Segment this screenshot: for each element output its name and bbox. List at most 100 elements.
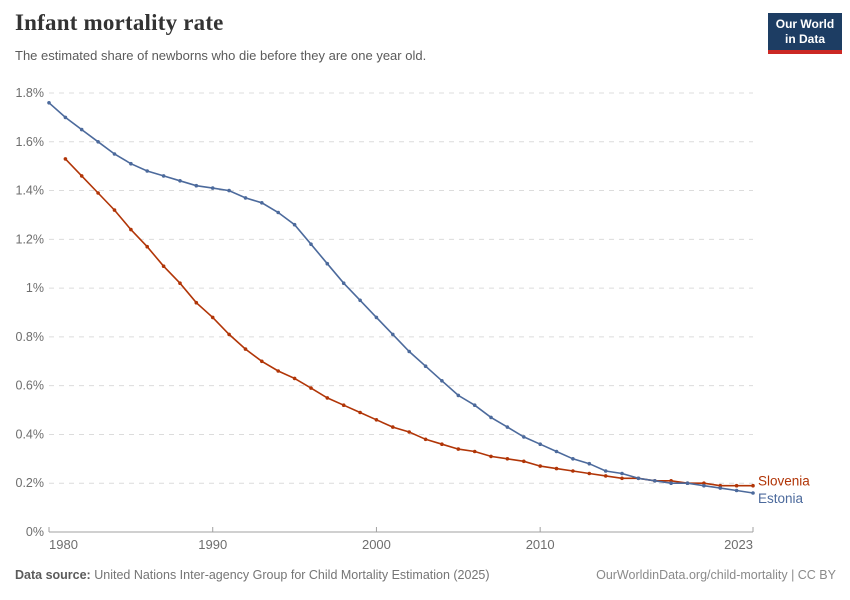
series-label-slovenia: Slovenia	[758, 474, 810, 489]
data-point-slovenia	[243, 347, 248, 351]
data-point-slovenia	[63, 157, 68, 161]
data-point-slovenia	[407, 430, 412, 434]
data-point-slovenia	[505, 457, 510, 461]
data-point-estonia	[456, 393, 461, 398]
data-point-slovenia	[309, 386, 313, 390]
data-point-estonia	[243, 196, 248, 200]
data-point-estonia	[129, 161, 133, 166]
data-point-estonia	[325, 261, 330, 266]
data-point-estonia	[440, 379, 444, 383]
data-point-estonia	[407, 349, 412, 354]
data-point-estonia	[391, 332, 395, 337]
y-tick-label: 1%	[26, 281, 44, 295]
footer-link[interactable]: OurWorldinData.org/child-mortality | CC …	[596, 568, 836, 582]
logo-text-line2: in Data	[784, 32, 825, 46]
data-point-estonia	[538, 442, 542, 447]
data-point-estonia	[522, 435, 526, 439]
data-point-estonia	[734, 488, 739, 493]
data-point-slovenia	[603, 474, 608, 478]
x-tick-label: 1980	[49, 537, 78, 552]
data-point-slovenia	[227, 332, 231, 337]
data-point-estonia	[145, 169, 149, 173]
data-point-estonia	[489, 415, 493, 420]
y-tick-label: 1.2%	[16, 232, 45, 246]
x-tick-label: 2010	[526, 537, 555, 552]
data-point-slovenia	[341, 403, 346, 408]
data-point-estonia	[178, 179, 182, 183]
data-source-text: United Nations Inter-agency Group for Ch…	[94, 568, 490, 582]
data-point-estonia	[309, 242, 313, 246]
y-tick-label: 0.4%	[16, 427, 45, 441]
data-point-slovenia	[96, 191, 100, 195]
data-point-estonia	[47, 101, 51, 105]
data-point-slovenia	[620, 476, 624, 481]
data-point-estonia	[423, 364, 428, 369]
chart-subtitle: The estimated share of newborns who die …	[15, 48, 427, 63]
data-point-slovenia	[374, 418, 379, 422]
data-point-slovenia	[440, 442, 444, 447]
data-point-estonia	[79, 127, 84, 132]
data-point-slovenia	[554, 466, 559, 471]
data-point-slovenia	[145, 244, 149, 249]
y-tick-label: 1.8%	[16, 86, 45, 100]
y-tick-label: 0%	[26, 525, 44, 539]
data-point-slovenia	[325, 396, 330, 400]
owid-logo: Our World in Data	[768, 13, 842, 54]
data-point-estonia	[571, 457, 575, 461]
data-point-estonia	[620, 471, 624, 476]
data-point-slovenia	[587, 471, 592, 476]
data-point-estonia	[653, 479, 657, 483]
data-point-slovenia	[391, 425, 395, 429]
data-point-estonia	[341, 281, 346, 286]
data-point-estonia	[63, 115, 68, 120]
data-point-estonia	[603, 469, 608, 473]
series-line-slovenia	[64, 158, 753, 487]
y-tick-label: 0.6%	[16, 379, 45, 393]
data-point-slovenia	[489, 454, 493, 459]
data-source: Data source: United Nations Inter-agency…	[15, 568, 490, 582]
data-point-slovenia	[292, 376, 297, 381]
data-point-slovenia	[538, 464, 542, 468]
data-point-slovenia	[571, 469, 575, 473]
data-point-estonia	[161, 174, 166, 178]
data-point-slovenia	[358, 410, 362, 415]
x-tick-label: 1990	[198, 537, 227, 552]
data-point-slovenia	[472, 449, 477, 454]
x-tick-label: 2000	[362, 537, 391, 552]
chart-footer: Data source: United Nations Inter-agency…	[15, 568, 836, 582]
data-point-estonia	[292, 222, 297, 227]
data-point-estonia	[260, 201, 264, 205]
data-point-slovenia	[751, 483, 755, 488]
data-point-slovenia	[112, 208, 117, 212]
data-point-estonia	[636, 476, 641, 481]
data-point-estonia	[751, 491, 755, 495]
data-point-estonia	[587, 461, 592, 466]
data-point-estonia	[472, 403, 477, 408]
data-point-estonia	[227, 188, 231, 193]
data-point-estonia	[194, 183, 199, 188]
data-point-estonia	[718, 486, 723, 490]
data-point-slovenia	[456, 447, 461, 451]
y-tick-label: 0.8%	[16, 330, 45, 344]
data-point-estonia	[685, 481, 690, 486]
data-point-estonia	[210, 186, 215, 190]
data-point-estonia	[505, 425, 510, 429]
series-line-estonia	[48, 102, 754, 494]
data-point-slovenia	[161, 264, 166, 269]
logo-text-line1: Our World	[775, 17, 835, 31]
data-point-slovenia	[260, 359, 264, 364]
data-point-estonia	[554, 449, 559, 454]
y-tick-label: 0.2%	[16, 476, 45, 490]
data-point-slovenia	[210, 315, 215, 320]
data-point-estonia	[374, 315, 379, 320]
data-point-estonia	[276, 210, 281, 215]
data-point-slovenia	[734, 483, 739, 488]
data-point-estonia	[112, 152, 117, 156]
data-point-slovenia	[79, 174, 84, 178]
data-point-slovenia	[194, 300, 199, 305]
data-point-slovenia	[276, 369, 281, 373]
data-point-estonia	[358, 298, 362, 303]
data-point-slovenia	[423, 437, 428, 442]
